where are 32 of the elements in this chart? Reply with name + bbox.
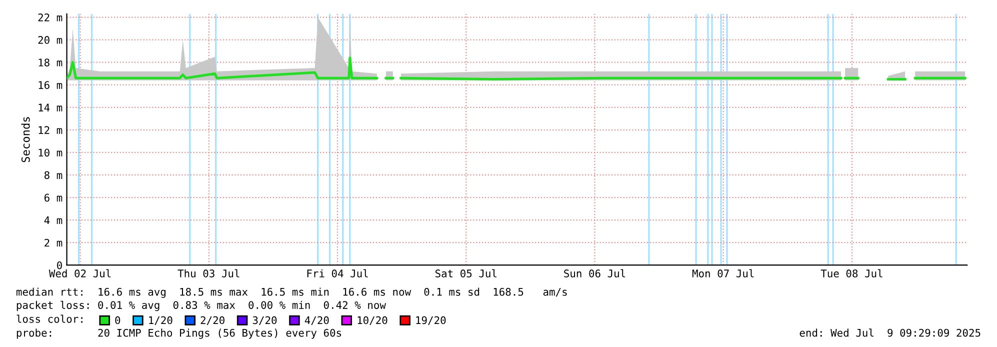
legend-label: 1/20 bbox=[149, 316, 172, 325]
y-tick-label: 22 m bbox=[38, 14, 62, 22]
x-tick-label: Thu 03 Jul bbox=[178, 269, 240, 278]
y-tick-label: 12 m bbox=[38, 126, 62, 134]
legend-title: loss color: bbox=[16, 314, 82, 323]
text: median rtt: 16.6 ms avg 18.5 ms max 16.5 ms min 16.6 ms now 0.1 ms sd 168.5 am/s bbox=[16, 288, 567, 298]
x-tick-label: Sun 06 Jul bbox=[564, 269, 626, 278]
y-tick-label: 16 m bbox=[38, 81, 62, 89]
legend-label: 3/20 bbox=[252, 316, 277, 325]
x-tick-label: Tue 08 Jul bbox=[820, 269, 882, 278]
y-tick-label: 0 bbox=[57, 261, 62, 270]
text: packet loss: 0.01 % avg 0.83 % max 0.00 % min 0.42 % now bbox=[16, 300, 386, 312]
y-tick-label: 18 m bbox=[38, 58, 62, 66]
legend-label: 2/20 bbox=[200, 316, 224, 325]
x-tick-label: Mon 07 Jul bbox=[692, 269, 754, 278]
legend-label: 10/20 bbox=[358, 316, 388, 325]
x-tick-label: Wed 02 Jul bbox=[48, 269, 111, 278]
y-tick-label: 4 m bbox=[44, 216, 62, 224]
y-tick-label: 6 m bbox=[44, 194, 62, 202]
y-tick-label: 10 m bbox=[38, 148, 62, 157]
y-tick-label: 20 m bbox=[38, 36, 62, 44]
legend-label: 0 bbox=[115, 316, 120, 324]
y-tick-label: 2 m bbox=[44, 238, 62, 247]
text: probe: 20 ICMP Echo Pings (56 Bytes) every 60s bbox=[16, 328, 342, 339]
y-tick-label: 14 m bbox=[38, 104, 62, 112]
y-axis-title: Seconds bbox=[21, 117, 30, 162]
y-tick-label: 8 m bbox=[44, 171, 62, 180]
x-tick-label: Fri 04 Jul bbox=[307, 269, 368, 278]
legend-label: 4/20 bbox=[304, 316, 329, 325]
x-tick-label: Sat 05 Jul bbox=[435, 269, 496, 278]
text: end: Wed Jul 9 09:29:09 2025 bbox=[800, 328, 980, 337]
legend-label: 19/20 bbox=[416, 316, 446, 325]
